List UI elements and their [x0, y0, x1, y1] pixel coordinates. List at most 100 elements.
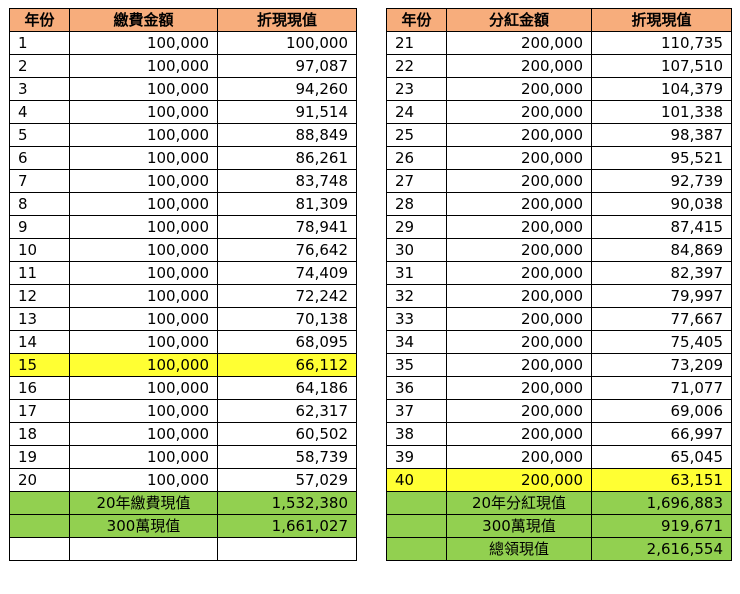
year-cell: 19 — [9, 445, 70, 469]
table-row: 12 100,000 72,242 — [9, 284, 357, 308]
year-cell: 20 — [9, 468, 70, 492]
header-present-value: 折現現值 — [591, 8, 732, 32]
summary-label: 20年分紅現值 — [446, 491, 592, 515]
year-cell: 39 — [386, 445, 447, 469]
header-dividend-amount: 分紅金額 — [446, 8, 592, 32]
amount-cell: 200,000 — [446, 399, 592, 423]
year-cell: 33 — [386, 307, 447, 331]
year-cell: 38 — [386, 422, 447, 446]
header-premium-amount: 繳費金額 — [69, 8, 218, 32]
table-row: 25 200,000 98,387 — [386, 123, 732, 147]
amount-cell: 100,000 — [69, 399, 218, 423]
present-value-cell: 86,261 — [217, 146, 357, 170]
header-row: 年份 分紅金額 折現現值 — [386, 8, 732, 32]
present-value-cell: 104,379 — [591, 77, 732, 101]
amount-cell: 100,000 — [69, 238, 218, 262]
amount-cell: 100,000 — [69, 31, 218, 55]
present-value-cell: 95,521 — [591, 146, 732, 170]
empty-cell — [217, 537, 357, 561]
table-row: 5 100,000 88,849 — [9, 123, 357, 147]
amount-cell: 100,000 — [69, 192, 218, 216]
summary-label: 20年繳費現值 — [69, 491, 218, 515]
year-cell: 12 — [9, 284, 70, 308]
table-row: 27 200,000 92,739 — [386, 169, 732, 193]
present-value-cell: 77,667 — [591, 307, 732, 331]
summary-empty-cell — [386, 514, 447, 538]
table-row: 33 200,000 77,667 — [386, 307, 732, 331]
table-row: 30 200,000 84,869 — [386, 238, 732, 262]
year-cell: 6 — [9, 146, 70, 170]
table-row: 28 200,000 90,038 — [386, 192, 732, 216]
table-row: 4 100,000 91,514 — [9, 100, 357, 124]
present-value-cell: 98,387 — [591, 123, 732, 147]
year-cell: 30 — [386, 238, 447, 262]
amount-cell: 100,000 — [69, 215, 218, 239]
table-row: 20 100,000 57,029 — [9, 468, 357, 492]
table-row: 29 200,000 87,415 — [386, 215, 732, 239]
table-row: 2 100,000 97,087 — [9, 54, 357, 78]
table-row: 32 200,000 79,997 — [386, 284, 732, 308]
present-value-cell: 70,138 — [217, 307, 357, 331]
year-cell: 4 — [9, 100, 70, 124]
year-cell: 1 — [9, 31, 70, 55]
present-value-cell: 100,000 — [217, 31, 357, 55]
amount-cell: 200,000 — [446, 169, 592, 193]
year-cell: 18 — [9, 422, 70, 446]
present-value-cell: 65,045 — [591, 445, 732, 469]
amount-cell: 200,000 — [446, 330, 592, 354]
year-cell: 34 — [386, 330, 447, 354]
table-row: 23 200,000 104,379 — [386, 77, 732, 101]
year-cell: 26 — [386, 146, 447, 170]
header-row: 年份 繳費金額 折現現值 — [9, 8, 357, 32]
present-value-cell: 101,338 — [591, 100, 732, 124]
table-row: 14 100,000 68,095 — [9, 330, 357, 354]
table-row: 22 200,000 107,510 — [386, 54, 732, 78]
year-cell: 9 — [9, 215, 70, 239]
table-row: 35 200,000 73,209 — [386, 353, 732, 377]
amount-cell: 200,000 — [446, 422, 592, 446]
year-cell: 27 — [386, 169, 447, 193]
table-row: 38 200,000 66,997 — [386, 422, 732, 446]
amount-cell: 100,000 — [69, 284, 218, 308]
amount-cell: 100,000 — [69, 307, 218, 331]
present-value-cell: 87,415 — [591, 215, 732, 239]
year-cell: 28 — [386, 192, 447, 216]
summary-value: 919,671 — [591, 514, 732, 538]
year-cell: 40 — [386, 468, 447, 492]
summary-row: 總領現值 2,616,554 — [386, 537, 732, 561]
table-row: 39 200,000 65,045 — [386, 445, 732, 469]
summary-label: 300萬現值 — [69, 514, 218, 538]
year-cell: 17 — [9, 399, 70, 423]
present-value-cell: 72,242 — [217, 284, 357, 308]
year-cell: 2 — [9, 54, 70, 78]
amount-cell: 200,000 — [446, 215, 592, 239]
summary-label: 總領現值 — [446, 537, 592, 561]
summary-value: 1,532,380 — [217, 491, 357, 515]
year-cell: 5 — [9, 123, 70, 147]
summary-row: 20年分紅現值 1,696,883 — [386, 491, 732, 515]
present-value-cell: 78,941 — [217, 215, 357, 239]
year-cell: 22 — [386, 54, 447, 78]
amount-cell: 100,000 — [69, 376, 218, 400]
amount-cell: 100,000 — [69, 330, 218, 354]
present-value-cell: 74,409 — [217, 261, 357, 285]
present-value-cell: 64,186 — [217, 376, 357, 400]
table-row: 34 200,000 75,405 — [386, 330, 732, 354]
amount-cell: 100,000 — [69, 353, 218, 377]
header-present-value: 折現現值 — [217, 8, 357, 32]
amount-cell: 200,000 — [446, 261, 592, 285]
table-row: 6 100,000 86,261 — [9, 146, 357, 170]
table-row: 15 100,000 66,112 — [9, 353, 357, 377]
summary-row: 20年繳費現值 1,532,380 — [9, 491, 357, 515]
amount-cell: 200,000 — [446, 100, 592, 124]
summary-value: 1,661,027 — [217, 514, 357, 538]
present-value-cell: 73,209 — [591, 353, 732, 377]
header-year: 年份 — [386, 8, 447, 32]
year-cell: 13 — [9, 307, 70, 331]
present-value-cell: 57,029 — [217, 468, 357, 492]
table-row: 13 100,000 70,138 — [9, 307, 357, 331]
premium-table: 年份 繳費金額 折現現值 1 100,000 100,000 2 100,000 97,0… — [9, 8, 357, 561]
amount-cell: 100,000 — [69, 169, 218, 193]
table-row: 31 200,000 82,397 — [386, 261, 732, 285]
amount-cell: 200,000 — [446, 31, 592, 55]
